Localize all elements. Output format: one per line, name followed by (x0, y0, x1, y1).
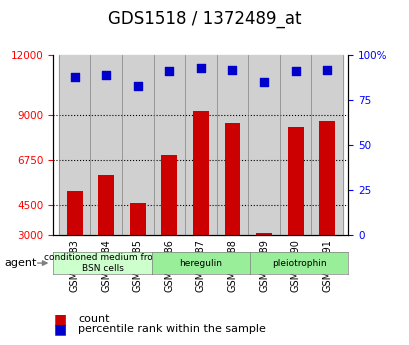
Point (134, 83, 141, 88)
FancyBboxPatch shape (279, 55, 311, 235)
FancyBboxPatch shape (121, 55, 153, 235)
FancyBboxPatch shape (311, 55, 342, 235)
FancyBboxPatch shape (153, 55, 184, 235)
Point (166, 69, 172, 74)
Bar (161, 155, 177, 294)
Text: percentile rank within the sample: percentile rank within the sample (78, 325, 265, 334)
Point (229, 67, 235, 72)
FancyBboxPatch shape (248, 55, 279, 235)
FancyBboxPatch shape (90, 55, 121, 235)
Text: conditioned medium from
BSN cells: conditioned medium from BSN cells (44, 253, 161, 273)
Bar (256, 233, 271, 294)
FancyBboxPatch shape (58, 55, 90, 235)
Bar (193, 111, 208, 294)
Point (71, 74, 78, 79)
Bar (319, 121, 334, 294)
Point (323, 67, 330, 72)
Point (260, 79, 267, 85)
Text: count: count (78, 314, 109, 324)
Bar (67, 191, 82, 294)
Text: heregulin: heregulin (179, 258, 222, 268)
Bar (98, 175, 114, 294)
Point (103, 72, 109, 78)
Text: ■: ■ (53, 312, 66, 326)
Bar (287, 127, 303, 294)
Text: GDS1518 / 1372489_at: GDS1518 / 1372489_at (108, 10, 301, 28)
Text: pleiotrophin: pleiotrophin (271, 258, 326, 268)
Point (292, 69, 298, 74)
Bar (224, 123, 240, 294)
Text: ■: ■ (53, 323, 66, 336)
FancyBboxPatch shape (216, 55, 248, 235)
FancyBboxPatch shape (184, 55, 216, 235)
Text: agent: agent (4, 258, 36, 268)
Point (197, 65, 204, 70)
Bar (130, 203, 145, 294)
